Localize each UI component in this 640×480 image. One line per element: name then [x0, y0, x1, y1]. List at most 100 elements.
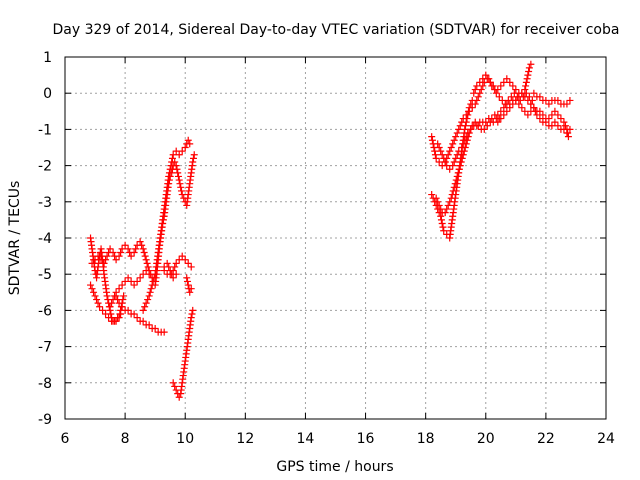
data-point — [169, 274, 177, 282]
data-point — [130, 310, 138, 318]
data-point — [437, 216, 445, 224]
data-point — [118, 303, 126, 311]
data-point — [522, 78, 530, 86]
data-point — [467, 100, 475, 108]
data-point — [432, 194, 440, 202]
data-point — [115, 299, 123, 307]
data-point — [488, 82, 496, 90]
data-point — [453, 129, 461, 137]
data-point — [118, 281, 126, 289]
data-point — [121, 277, 129, 285]
data-point — [479, 82, 487, 90]
data-point — [471, 86, 479, 94]
data-point — [171, 158, 179, 166]
data-point — [165, 176, 173, 184]
data-point — [117, 310, 125, 318]
data-point — [141, 303, 149, 311]
data-point — [434, 140, 442, 148]
data-point — [457, 158, 465, 166]
data-point — [446, 198, 454, 206]
data-point — [560, 125, 568, 133]
data-point — [507, 93, 515, 101]
data-point — [525, 64, 533, 72]
series-0 — [87, 60, 574, 401]
data-point — [463, 115, 471, 123]
data-point — [530, 104, 538, 112]
data-point — [127, 277, 135, 285]
y-tick-label: -5 — [38, 267, 52, 283]
data-point — [114, 296, 122, 304]
data-point — [181, 256, 189, 264]
data-point — [189, 158, 197, 166]
data-point — [522, 82, 530, 90]
data-point — [163, 259, 171, 267]
data-point — [443, 162, 451, 170]
data-point — [486, 78, 494, 86]
data-point — [118, 245, 126, 253]
y-tick-label: -6 — [38, 303, 52, 319]
data-point — [447, 144, 455, 151]
data-point — [440, 227, 448, 235]
data-point — [175, 393, 183, 401]
chart-title: Day 329 of 2014, Sidereal Day-to-day VTE… — [53, 22, 620, 38]
data-point — [136, 238, 144, 246]
data-point — [527, 100, 535, 108]
data-point — [494, 118, 502, 126]
data-point — [133, 277, 141, 285]
data-point — [168, 169, 176, 177]
data-point — [187, 285, 195, 293]
data-point — [437, 205, 445, 213]
data-point — [459, 140, 467, 148]
data-point — [142, 256, 150, 264]
data-point — [536, 115, 544, 123]
data-point — [115, 252, 123, 260]
data-point — [453, 151, 461, 159]
data-point — [548, 122, 556, 130]
data-point — [542, 118, 550, 126]
data-point — [172, 270, 180, 278]
y-tick-label: -7 — [38, 340, 52, 356]
data-point — [454, 169, 462, 177]
data-point — [441, 209, 449, 217]
data-point — [512, 86, 520, 94]
data-point — [523, 75, 531, 83]
x-tick-label: 20 — [477, 431, 495, 447]
data-point — [145, 321, 153, 329]
data-point — [488, 115, 496, 123]
data-point — [93, 296, 101, 304]
data-point — [446, 147, 454, 155]
data-point — [431, 147, 439, 155]
data-point — [183, 277, 191, 285]
data-point — [551, 107, 559, 115]
data-point — [495, 93, 503, 101]
data-point — [542, 96, 550, 104]
data-point — [103, 292, 111, 300]
data-point — [497, 115, 505, 123]
data-point — [175, 176, 183, 184]
data-point — [452, 133, 460, 141]
data-point — [184, 136, 192, 144]
x-tick-label: 12 — [236, 431, 254, 447]
data-point — [437, 147, 445, 155]
data-point — [133, 314, 141, 322]
data-point — [498, 96, 506, 104]
data-point — [461, 122, 469, 130]
data-point — [178, 252, 186, 260]
data-point — [509, 100, 517, 108]
data-point — [146, 288, 154, 296]
data-point — [138, 241, 146, 249]
data-point — [464, 111, 472, 119]
data-point — [503, 75, 511, 83]
data-point — [112, 256, 120, 264]
data-point — [485, 75, 493, 83]
data-point — [108, 299, 116, 307]
data-point — [531, 107, 539, 115]
data-point — [462, 133, 470, 141]
data-point — [159, 220, 167, 228]
data-point — [561, 122, 569, 130]
data-point — [551, 118, 559, 126]
data-point — [450, 183, 458, 191]
data-point — [166, 267, 174, 275]
data-point — [524, 71, 532, 79]
